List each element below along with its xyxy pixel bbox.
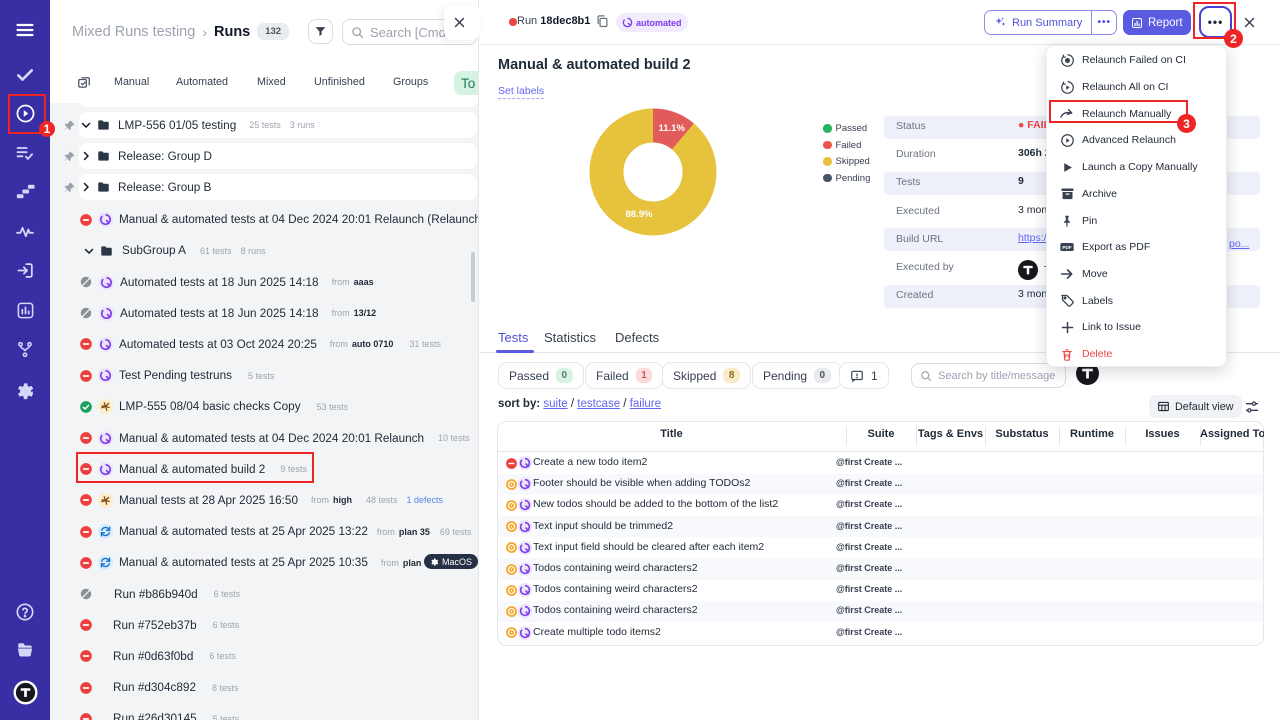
svg-text:PDF: PDF <box>1062 245 1071 250</box>
svg-text:88.9%: 88.9% <box>626 209 653 220</box>
svg-text:11.1%: 11.1% <box>659 123 686 134</box>
